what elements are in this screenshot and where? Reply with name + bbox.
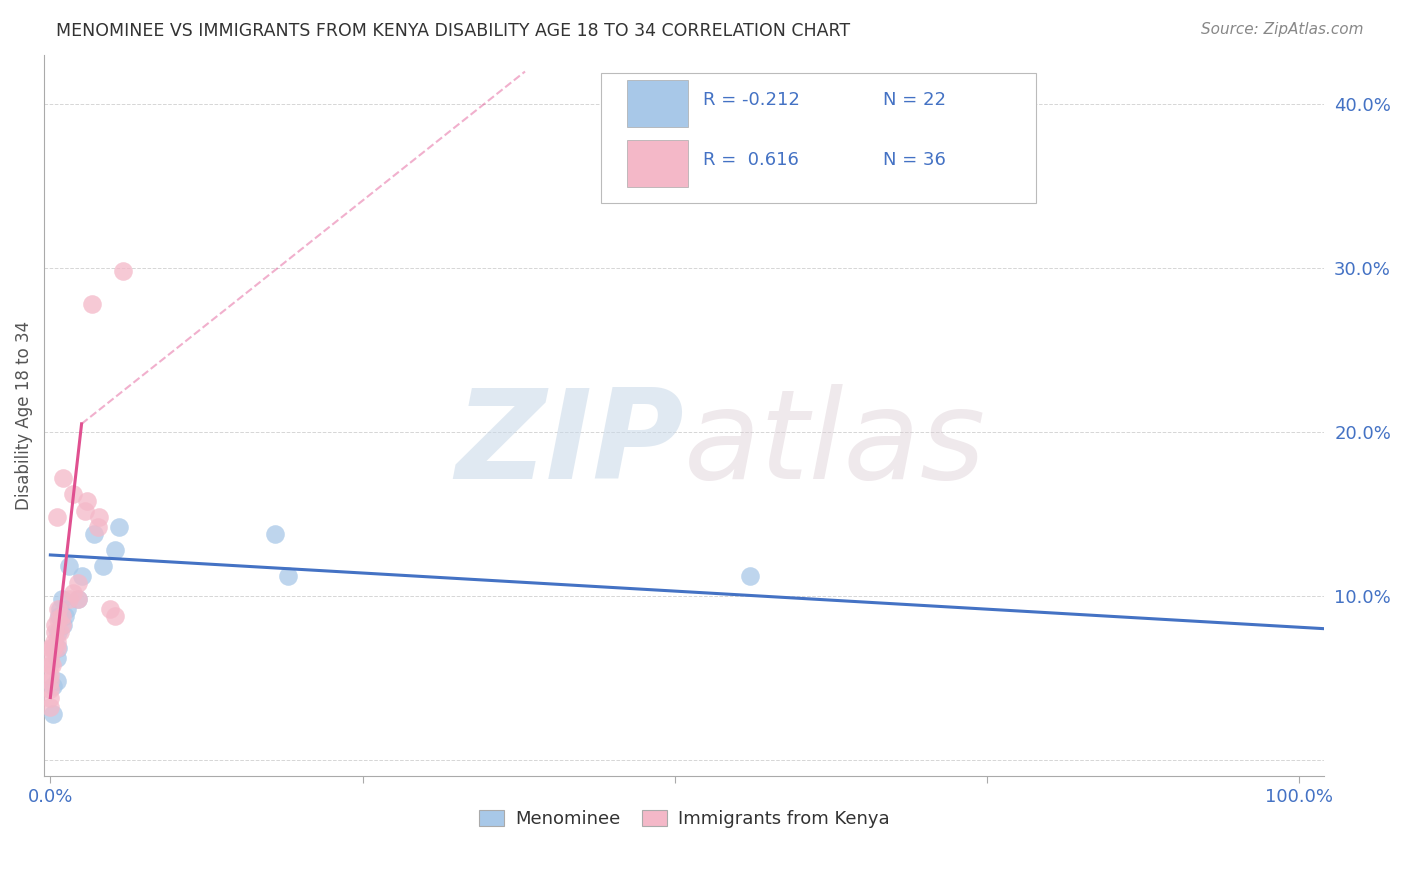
- Point: [39, 682, 62, 697]
- FancyBboxPatch shape: [600, 73, 1036, 203]
- FancyBboxPatch shape: [627, 140, 688, 187]
- Text: N = 36: N = 36: [883, 151, 946, 169]
- Point: [53, 608, 76, 623]
- Point: [44, 618, 66, 632]
- Point: [45, 635, 67, 649]
- Point: [104, 608, 127, 623]
- Point: [39, 700, 62, 714]
- Point: [49, 624, 72, 639]
- Point: [55, 602, 77, 616]
- Point: [76, 494, 98, 508]
- Point: [39, 641, 62, 656]
- Point: [80, 297, 103, 311]
- Point: [39, 651, 62, 665]
- Point: [83, 526, 105, 541]
- Point: [42, 635, 65, 649]
- Point: [42, 641, 65, 656]
- Point: [58, 559, 80, 574]
- Point: [45, 641, 67, 656]
- Text: N = 22: N = 22: [883, 91, 946, 109]
- Point: [52, 618, 75, 632]
- Point: [48, 608, 70, 623]
- Text: R = -0.212: R = -0.212: [703, 91, 800, 109]
- Point: [45, 510, 67, 524]
- Point: [39, 690, 62, 705]
- Point: [111, 264, 134, 278]
- Point: [58, 592, 80, 607]
- Point: [62, 585, 84, 599]
- Text: MENOMINEE VS IMMIGRANTS FROM KENYA DISABILITY AGE 18 TO 34 CORRELATION CHART: MENOMINEE VS IMMIGRANTS FROM KENYA DISAB…: [56, 22, 851, 40]
- Point: [51, 592, 73, 607]
- Point: [91, 559, 114, 574]
- Point: [51, 618, 73, 632]
- Point: [108, 520, 131, 534]
- Text: Source: ZipAtlas.com: Source: ZipAtlas.com: [1201, 22, 1364, 37]
- Point: [46, 612, 69, 626]
- Point: [51, 608, 73, 623]
- Point: [39, 674, 62, 689]
- Point: [277, 569, 299, 583]
- Point: [738, 569, 761, 583]
- Point: [46, 624, 69, 639]
- Y-axis label: Disability Age 18 to 34: Disability Age 18 to 34: [15, 321, 32, 510]
- Point: [42, 706, 65, 721]
- Point: [98, 602, 121, 616]
- Point: [87, 510, 110, 524]
- Point: [66, 592, 89, 607]
- Point: [39, 667, 62, 681]
- Point: [45, 651, 67, 665]
- Legend: Menominee, Immigrants from Kenya: Menominee, Immigrants from Kenya: [471, 803, 897, 836]
- Point: [52, 471, 75, 485]
- Point: [45, 674, 67, 689]
- Point: [66, 592, 89, 607]
- Point: [46, 602, 69, 616]
- Point: [39, 657, 62, 672]
- Point: [66, 575, 89, 590]
- Point: [49, 602, 72, 616]
- Point: [87, 520, 110, 534]
- Point: [62, 487, 84, 501]
- Text: ZIP: ZIP: [456, 384, 685, 505]
- Point: [44, 624, 66, 639]
- Point: [75, 504, 97, 518]
- Point: [264, 526, 287, 541]
- Point: [104, 543, 127, 558]
- Point: [42, 679, 65, 693]
- Text: atlas: atlas: [685, 384, 987, 505]
- Point: [70, 569, 93, 583]
- Point: [41, 657, 63, 672]
- Text: R =  0.616: R = 0.616: [703, 151, 800, 169]
- Point: [41, 641, 63, 656]
- FancyBboxPatch shape: [627, 80, 688, 128]
- Point: [46, 641, 69, 656]
